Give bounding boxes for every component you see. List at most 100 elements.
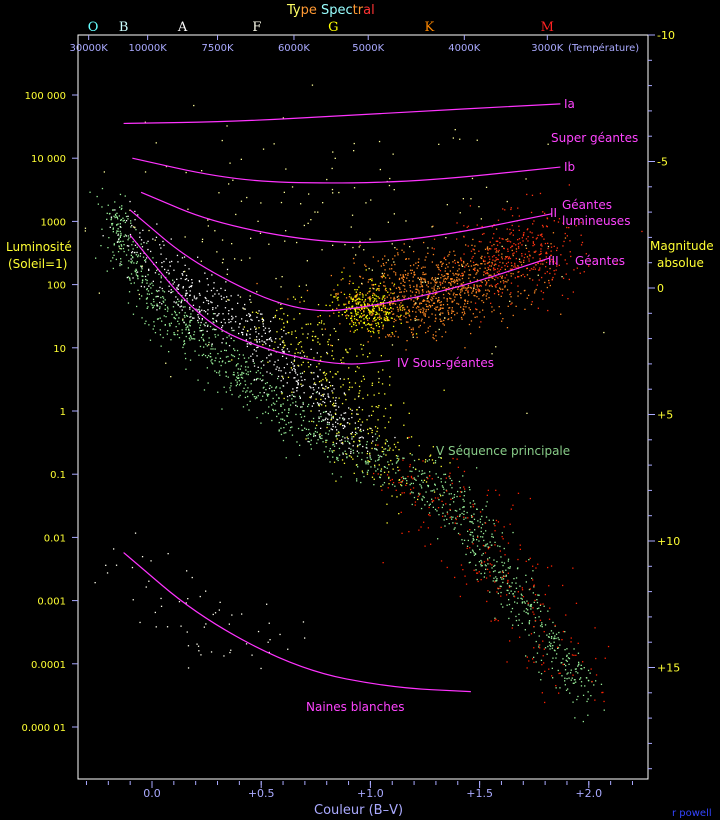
star-point-giant-clump: [354, 295, 356, 297]
star-point-giants-orange: [529, 277, 531, 280]
star-point-red-dwarfs: [494, 581, 496, 583]
star-point-main-sequence: [281, 411, 283, 414]
star-point-main-sequence: [487, 546, 489, 548]
star-point-upper-band: [212, 308, 214, 311]
star-point-main-sequence: [160, 296, 162, 299]
star-point-sparse-field: [228, 183, 230, 185]
star-point-giants-orange: [453, 282, 455, 284]
star-point-giants-orange: [357, 319, 359, 321]
star-point-upper-band: [292, 388, 294, 390]
star-point-giants-red: [546, 217, 548, 219]
star-point-upper-band: [140, 285, 142, 288]
star-point-giants-orange: [463, 260, 465, 263]
star-point-sparse-field: [296, 241, 298, 244]
star-point-giants-orange: [452, 272, 454, 275]
star-point-upper-band: [234, 321, 237, 323]
star-point-subgiants: [353, 441, 355, 443]
star-point-subgiants: [318, 405, 320, 407]
star-point-upper-band: [183, 256, 186, 258]
y-left-tick-label: 0.0001: [31, 660, 66, 671]
star-point-giant-clump: [338, 304, 340, 306]
star-point-giants-orange: [469, 274, 472, 276]
star-point-main-sequence: [282, 439, 285, 442]
star-point-giants-red: [517, 239, 519, 241]
star-point-upper-band: [217, 305, 219, 307]
star-point-giants-orange: [460, 296, 462, 299]
star-point-giant-clump: [357, 313, 359, 315]
star-point-red-dwarfs: [542, 640, 544, 642]
star-point-subgiants: [349, 423, 351, 425]
star-point-giants-orange: [436, 281, 438, 283]
star-point-red-dwarfs: [604, 657, 606, 659]
star-point-upper-band: [320, 394, 322, 397]
star-point-main-sequence: [214, 348, 216, 350]
star-point-white-dwarfs: [106, 572, 109, 574]
star-point-red-dwarfs: [521, 587, 523, 589]
star-point-main-sequence: [538, 594, 540, 596]
star-point-sparse-field: [226, 125, 228, 127]
star-point-upper-band: [262, 319, 264, 321]
star-point-giant-clump: [372, 308, 374, 310]
star-point-giants-orange: [456, 294, 458, 296]
star-point-giants-orange: [465, 306, 467, 308]
star-point-main-sequence: [173, 316, 175, 319]
star-point-main-sequence: [116, 212, 118, 214]
star-point-giants-orange: [386, 296, 388, 298]
star-point-subgiants: [366, 452, 368, 455]
star-point-main-sequence: [127, 218, 129, 220]
star-point-giants-red: [566, 263, 568, 265]
star-point-giants-red: [467, 225, 470, 227]
star-point-giants-red: [480, 241, 482, 243]
star-point-main-sequence: [516, 568, 519, 570]
star-point-upper-band: [263, 329, 265, 331]
star-point-subgiants: [381, 446, 383, 448]
star-point-main-sequence: [239, 382, 242, 385]
star-point-subgiants: [359, 418, 361, 420]
star-point-main-sequence: [468, 562, 470, 564]
star-point-giants-red: [553, 245, 555, 247]
star-point-giants-orange: [382, 328, 384, 330]
star-point-upper-band: [221, 342, 223, 344]
star-point-red-dwarfs: [412, 487, 415, 489]
star-point-giants-orange: [474, 252, 476, 255]
star-point-giants-orange: [351, 315, 353, 317]
star-point-sparse-field: [231, 243, 233, 245]
star-point-main-sequence: [564, 684, 566, 686]
star-point-giants-orange: [470, 320, 473, 322]
spectral-type-K: K: [425, 20, 435, 35]
star-point-upper-band: [237, 302, 239, 304]
star-point-giants-orange: [453, 274, 455, 276]
star-point-sparse-field: [387, 221, 389, 223]
star-point-giants-orange: [505, 256, 507, 258]
star-point-giants-orange: [464, 303, 466, 305]
curve-class-III: [129, 209, 550, 312]
star-point-main-sequence: [501, 578, 503, 580]
star-point-subgiants: [373, 394, 375, 396]
star-point-subgiants: [333, 450, 335, 452]
star-point-giants-red: [498, 265, 500, 267]
star-point-giants-orange: [494, 260, 496, 262]
star-point-main-sequence: [295, 413, 297, 416]
star-point-giants-red: [545, 256, 547, 258]
star-point-main-sequence: [146, 242, 148, 244]
star-point-white-dwarfs: [197, 645, 200, 647]
star-point-giants-red: [493, 233, 495, 235]
star-point-main-sequence: [466, 511, 468, 514]
star-point-main-sequence: [96, 195, 98, 198]
star-point-main-sequence: [488, 557, 491, 559]
star-point-upper-band: [159, 244, 161, 246]
star-point-giants-orange: [502, 288, 504, 290]
star-point-red-dwarfs: [533, 584, 535, 586]
star-point-main-sequence: [237, 368, 239, 370]
star-point-main-sequence: [150, 287, 152, 289]
star-point-main-sequence: [486, 501, 488, 503]
star-point-subgiants: [356, 409, 358, 411]
star-point-giants-orange: [456, 283, 459, 285]
star-point-giants-red: [460, 260, 463, 262]
star-point-giants-orange: [432, 293, 434, 295]
star-point-giants-red: [518, 247, 520, 249]
star-point-subgiants: [310, 323, 312, 325]
star-point-upper-band: [317, 375, 319, 377]
star-point-red-dwarfs: [448, 475, 451, 477]
star-point-giants-orange: [470, 287, 472, 289]
